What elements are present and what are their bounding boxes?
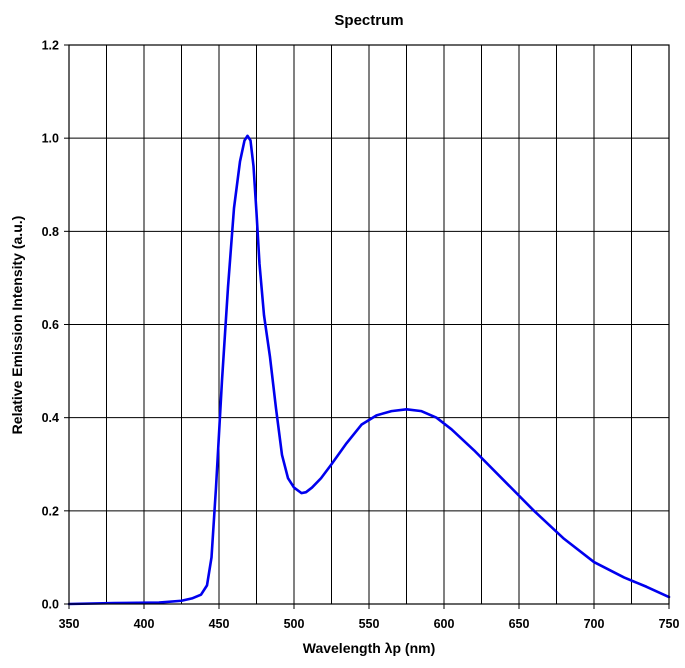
gridlines [68,44,670,605]
x-tick-label: 450 [209,617,230,631]
y-tick-labels: 0.0 0.2 0.4 0.6 0.8 1.0 1.2 [42,39,69,612]
x-tick-label: 700 [584,617,605,631]
x-tick-label: 550 [359,617,380,631]
y-tick-label: 0.0 [42,598,59,612]
x-tick-label: 400 [134,617,155,631]
y-tick-label: 0.2 [42,504,59,518]
x-tick-label: 600 [434,617,455,631]
y-tick-label: 0.8 [42,225,59,239]
x-tick-label: 500 [284,617,305,631]
spectrum-series-line [67,134,671,606]
y-tick-label: 0.6 [42,318,59,332]
x-tick-label: 750 [659,617,680,631]
x-tick-label: 350 [59,617,80,631]
x-axis-label: Wavelength λp (nm) [303,640,436,656]
y-tick-label: 0.4 [42,411,59,425]
x-tick-label: 650 [509,617,530,631]
y-tick-label: 1.0 [42,132,59,146]
series-layer [67,134,671,606]
x-tick-labels: 350 400 450 500 550 600 650 700 750 [59,604,680,631]
chart-title: Spectrum [334,12,403,29]
y-axis-label: Relative Emission Intensity (a.u.) [9,216,25,435]
y-tick-label: 1.2 [42,39,59,53]
